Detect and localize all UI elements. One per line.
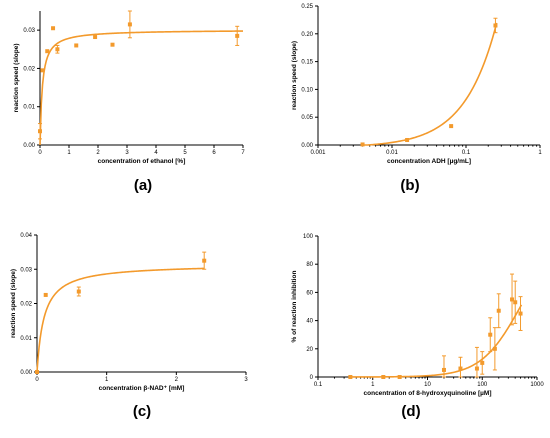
y-tick-label: 100 [303, 234, 314, 240]
x-axis-label: concentration of 8-hydroxyquinoline [µM] [364, 390, 492, 397]
y-tick-label: 0.02 [20, 302, 32, 308]
data-point [74, 43, 79, 48]
data-point [40, 68, 45, 73]
y-tick-label: 0.05 [301, 115, 313, 121]
x-tick-label: 2 [96, 150, 100, 156]
x-axis-label: concentration ADH [µg/mL] [387, 158, 471, 165]
x-tick-label: 0 [35, 377, 39, 383]
y-tick-label: 0 [310, 375, 314, 381]
data-point [474, 366, 479, 371]
x-tick-label: 3 [125, 150, 129, 156]
y-tick-label: 0.04 [20, 233, 32, 239]
panel-label: (c) [133, 403, 151, 420]
panel-b: 0.001 0.01 0.1 1 0.00 0.05 0.10 0.15 0.20 0.25 con… [291, 4, 542, 194]
y-tick-label: 0.25 [301, 4, 313, 10]
data-point [397, 375, 402, 379]
x-tick-label: 1 [105, 377, 109, 383]
y-tick-label: 0.00 [301, 143, 313, 149]
data-point [488, 332, 493, 337]
x-tick-label: 10 [424, 382, 431, 388]
data-point [441, 367, 446, 372]
data-point [76, 289, 81, 294]
panel-c: 0 1 2 3 0.00 0.01 0.02 0.03 0.04 concentration β-… [10, 233, 248, 420]
x-tick-label: 5 [183, 150, 187, 156]
data-point [38, 129, 42, 134]
y-tick-label: 60 [306, 290, 313, 296]
x-tick-label: 0.01 [386, 150, 398, 156]
x-tick-label: 0.001 [310, 150, 326, 156]
panel-d: 0.1 1 10 100 1000 0 20 40 60 80 100 concentration o… [291, 234, 544, 420]
x-tick-label: 0 [38, 150, 42, 156]
y-tick-label: 0.00 [20, 370, 32, 376]
panel-label: (a) [134, 177, 152, 194]
x-tick-label: 7 [241, 150, 245, 156]
panel-label: (d) [401, 403, 420, 420]
y-tick-label: 0.00 [23, 143, 35, 149]
data-point [360, 142, 365, 147]
x-tick-label: 4 [154, 150, 158, 156]
x-tick-label: 3 [244, 377, 248, 383]
data-point [405, 137, 410, 142]
y-axis-label: % of reaction inhibition [291, 271, 298, 343]
data-point [51, 26, 56, 31]
y-tick-label: 0.10 [301, 87, 313, 93]
data-point [348, 375, 353, 379]
data-point [492, 346, 497, 351]
y-axis-label: reaction speed (slope) [13, 44, 20, 113]
data-point [127, 22, 132, 27]
x-axis-label: concentration β-NAD⁺ [mM] [99, 385, 185, 392]
fit-curve [362, 22, 498, 146]
y-tick-label: 0.15 [301, 60, 313, 66]
data-point [43, 292, 48, 297]
x-axis-label: concentration of ethanol [%] [98, 158, 186, 165]
y-axis-label: reaction speed (slope) [291, 41, 298, 110]
y-tick-label: 0.03 [20, 267, 32, 273]
x-tick-label: 6 [212, 150, 216, 156]
fit-curve [36, 267, 205, 373]
x-tick-label: 0.1 [462, 150, 471, 156]
data-point [449, 124, 454, 129]
data-point [458, 366, 463, 371]
y-tick-label: 80 [306, 262, 313, 268]
y-axis-label: reaction speed (slope) [10, 269, 17, 338]
data-point [55, 47, 60, 52]
x-tick-label: 1 [538, 150, 542, 156]
data-point [93, 35, 98, 40]
x-tick-label: 1000 [530, 382, 544, 388]
panel-a: 0 1 2 3 4 5 6 7 0.00 0.01 0.02 0.03 concentration of… [13, 10, 245, 194]
data-point [480, 360, 485, 365]
data-point [493, 23, 498, 28]
fit-curve [350, 304, 523, 378]
x-tick-label: 1 [67, 150, 71, 156]
data-point [202, 258, 207, 263]
data-point [381, 375, 386, 379]
data-point [35, 370, 39, 374]
data-point [235, 33, 240, 38]
data-point [496, 308, 501, 313]
y-tick-label: 40 [306, 319, 313, 325]
data-point [513, 300, 518, 305]
y-tick-label: 0.20 [301, 32, 313, 38]
data-point [45, 49, 50, 54]
panel-label: (b) [400, 177, 419, 194]
y-tick-label: 0.01 [23, 105, 35, 111]
data-point [518, 311, 523, 316]
data-point [510, 297, 515, 302]
data-point [110, 42, 115, 47]
y-tick-label: 0.03 [23, 28, 35, 34]
y-tick-label: 0.01 [20, 336, 32, 342]
y-tick-label: 20 [306, 347, 313, 353]
x-tick-label: 1 [371, 382, 375, 388]
x-tick-label: 100 [477, 382, 488, 388]
y-tick-label: 0.02 [23, 66, 35, 72]
x-tick-label: 0.1 [314, 382, 323, 388]
fit-curve [39, 30, 244, 146]
x-tick-label: 2 [175, 377, 179, 383]
